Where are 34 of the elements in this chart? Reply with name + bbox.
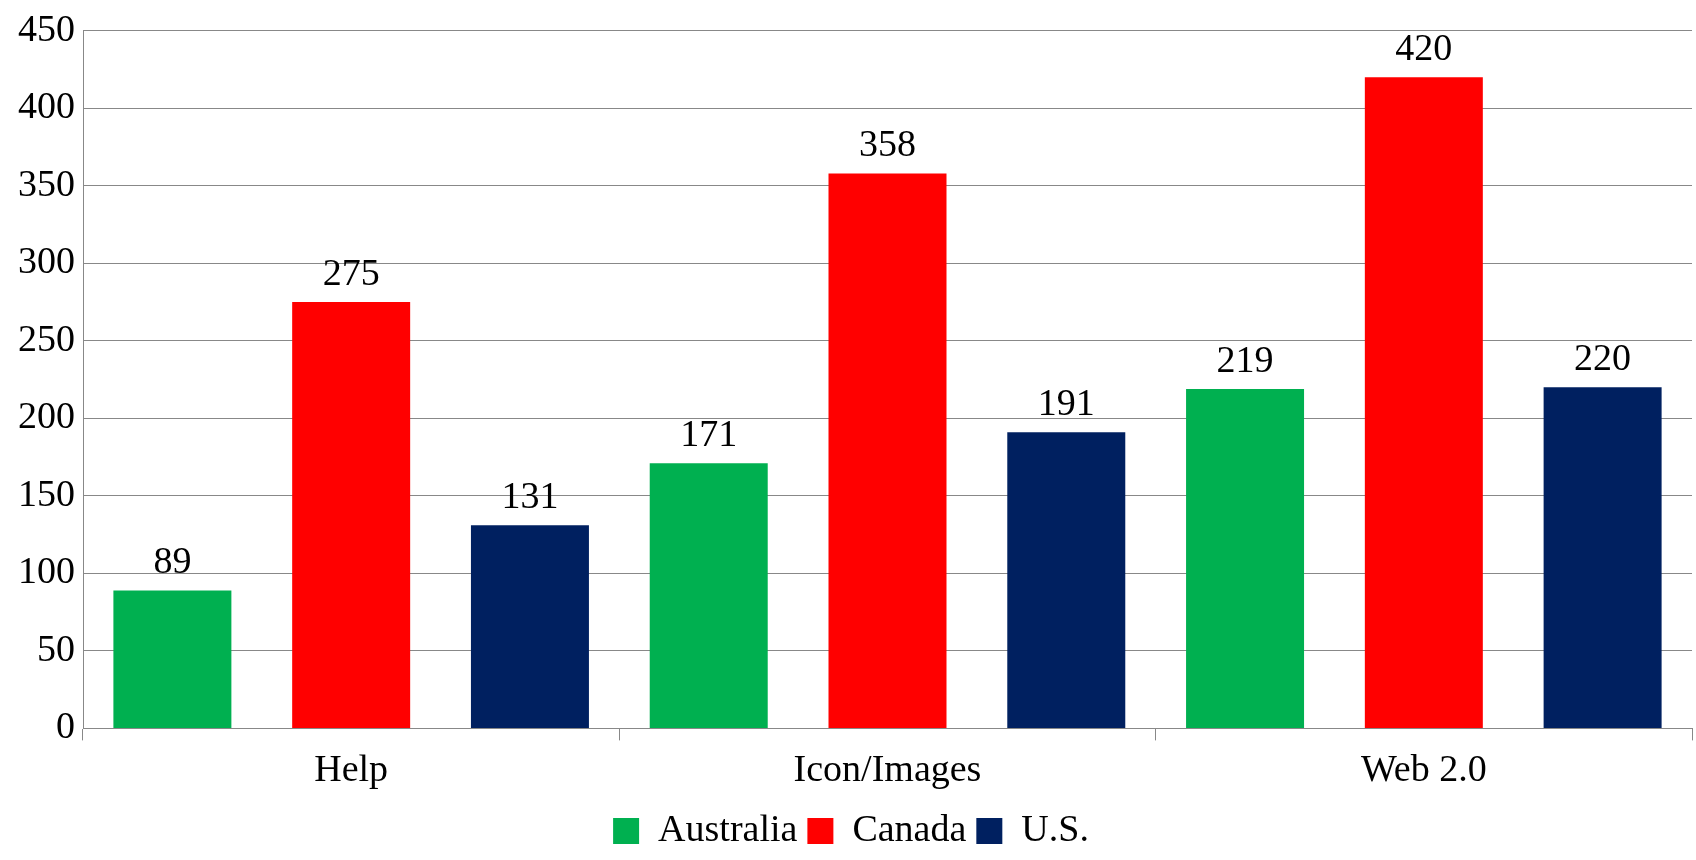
data-label: 220 bbox=[1574, 336, 1632, 379]
bar bbox=[113, 590, 232, 728]
data-label: 191 bbox=[1037, 381, 1095, 424]
data-label: 171 bbox=[680, 412, 738, 455]
x-tick-label: Help bbox=[314, 747, 389, 790]
bar bbox=[1543, 387, 1662, 728]
bar bbox=[1186, 388, 1305, 728]
y-tick-label: 250 bbox=[18, 316, 75, 359]
bar bbox=[470, 525, 589, 728]
legend-label: Australia bbox=[658, 806, 798, 849]
y-tick-label: 150 bbox=[18, 471, 75, 514]
bar bbox=[649, 463, 768, 728]
legend-label: U.S. bbox=[1021, 806, 1089, 849]
legend-label: Canada bbox=[852, 806, 967, 849]
x-tick-label: Web 2.0 bbox=[1360, 747, 1487, 790]
data-label: 275 bbox=[322, 251, 380, 294]
bar bbox=[828, 173, 947, 728]
y-tick-label: 50 bbox=[37, 626, 75, 669]
y-tick-label: 300 bbox=[18, 239, 75, 282]
data-label: 358 bbox=[859, 122, 916, 165]
bar bbox=[1364, 77, 1483, 728]
bar bbox=[292, 302, 411, 728]
x-tick-label: Icon/Images bbox=[793, 747, 982, 790]
y-tick-label: 450 bbox=[18, 6, 75, 49]
y-tick-label: 400 bbox=[18, 84, 75, 127]
data-label: 131 bbox=[501, 474, 559, 517]
y-tick-label: 100 bbox=[18, 549, 75, 592]
data-label: 89 bbox=[153, 539, 192, 582]
y-tick-label: 0 bbox=[56, 704, 75, 747]
y-tick-label: 350 bbox=[18, 161, 75, 204]
data-label: 420 bbox=[1395, 26, 1453, 69]
data-label: 219 bbox=[1216, 337, 1274, 380]
y-tick-label: 200 bbox=[18, 394, 75, 437]
bar bbox=[1007, 432, 1126, 728]
